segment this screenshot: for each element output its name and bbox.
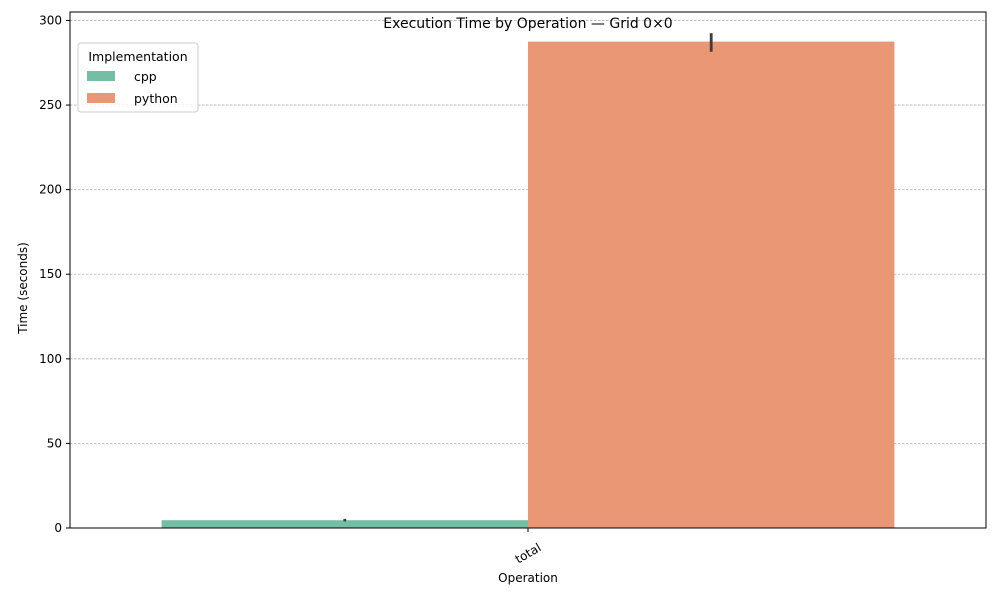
legend-title: Implementation	[88, 49, 187, 64]
bar-cpp-total	[161, 520, 528, 528]
y-tick-label: 200	[39, 183, 62, 197]
y-tick-label: 300	[39, 13, 62, 27]
x-tick-label: total	[513, 540, 544, 566]
bar-python-total	[528, 41, 895, 528]
legend: Implementation cpp python	[77, 42, 199, 113]
legend-swatch-cpp	[87, 71, 115, 81]
x-axis: total	[513, 528, 544, 566]
y-tick-label: 100	[39, 352, 62, 366]
legend-label-python: python	[134, 91, 178, 106]
y-tick-label: 150	[39, 267, 62, 281]
y-tick-label: 250	[39, 98, 62, 112]
legend-swatch-python	[87, 93, 115, 103]
x-axis-label: Operation	[498, 571, 558, 585]
bars	[161, 41, 895, 528]
y-tick-label: 50	[47, 436, 62, 450]
y-tick-label: 0	[54, 521, 62, 535]
y-axis: 0 50 100 150 200 250 300	[39, 13, 70, 535]
y-axis-label: Time (seconds)	[16, 242, 30, 335]
legend-label-cpp: cpp	[134, 69, 157, 84]
error-bars	[343, 33, 713, 522]
chart-title: Execution Time by Operation — Grid 0×0	[383, 16, 672, 32]
